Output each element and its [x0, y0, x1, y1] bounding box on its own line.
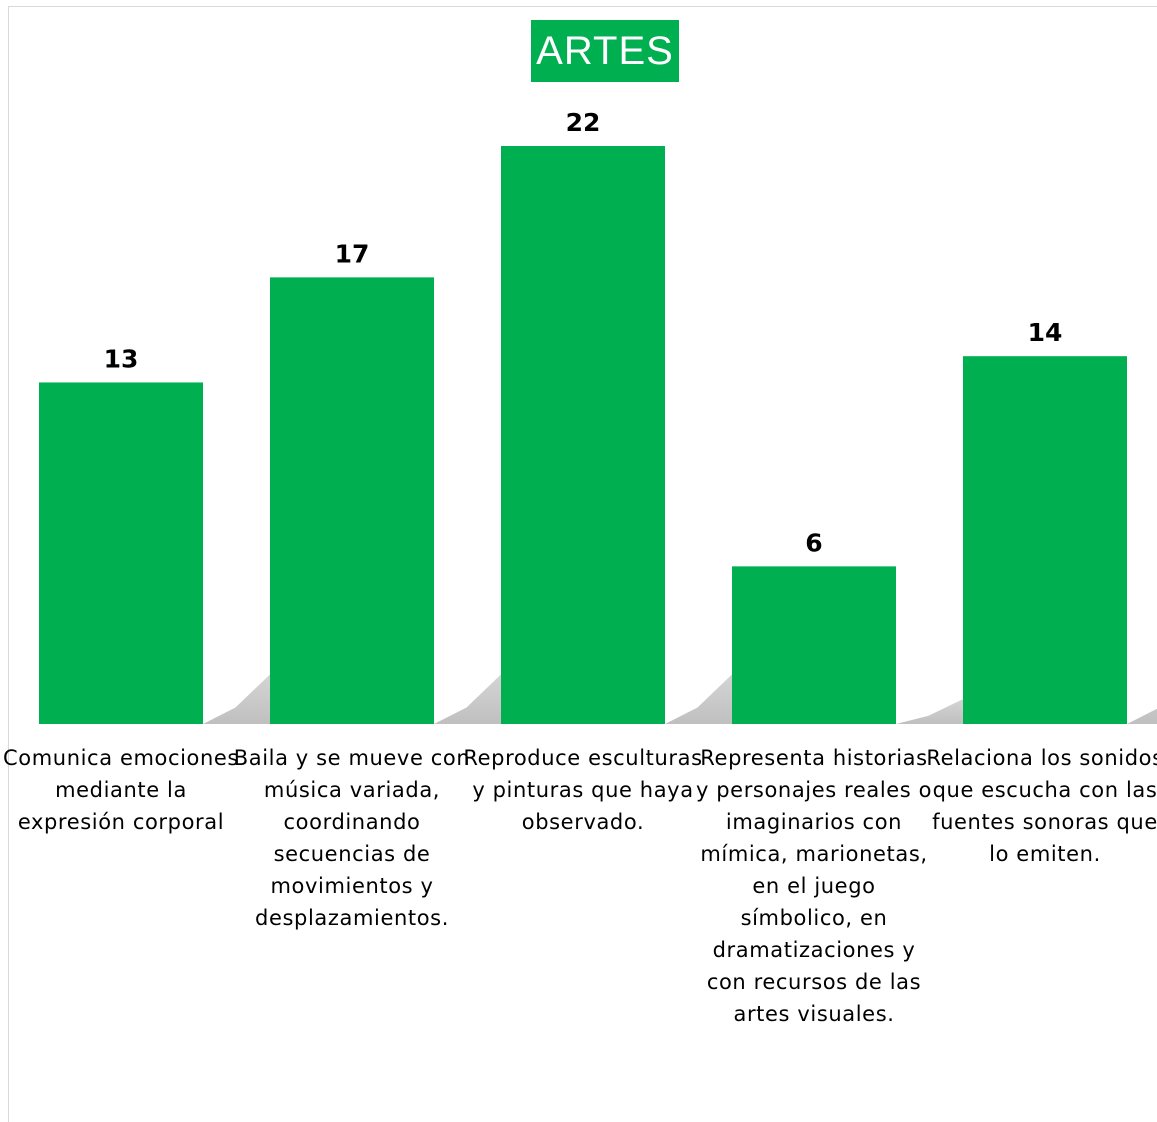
data-label: 14	[1028, 318, 1063, 347]
bar-shadow	[1127, 708, 1157, 724]
category-label: Baila y se mueve con música variada, coo…	[233, 746, 471, 930]
category-label: Comunica emociones mediante la expresión…	[3, 746, 239, 834]
bar	[963, 356, 1127, 724]
chart-border-left	[8, 6, 9, 1122]
bar	[501, 146, 665, 724]
bar	[732, 566, 896, 724]
data-labels: 13 17 22 6 14	[104, 108, 1063, 557]
chart-title: ARTES	[536, 29, 674, 73]
chart-title-background	[531, 20, 679, 82]
bars	[39, 146, 1127, 724]
data-label: 6	[805, 528, 822, 557]
data-label: 13	[104, 344, 139, 373]
data-label: 17	[335, 239, 370, 268]
category-label: Representa historias y personajes reales…	[695, 746, 933, 1026]
bar	[270, 277, 434, 724]
data-label: 22	[566, 108, 601, 137]
category-label: Relaciona los sonidos que escucha con la…	[926, 746, 1157, 866]
bar	[39, 382, 203, 724]
chart-border-top	[8, 6, 1157, 7]
category-label: Reproduce esculturas y pinturas que haya…	[463, 746, 703, 834]
